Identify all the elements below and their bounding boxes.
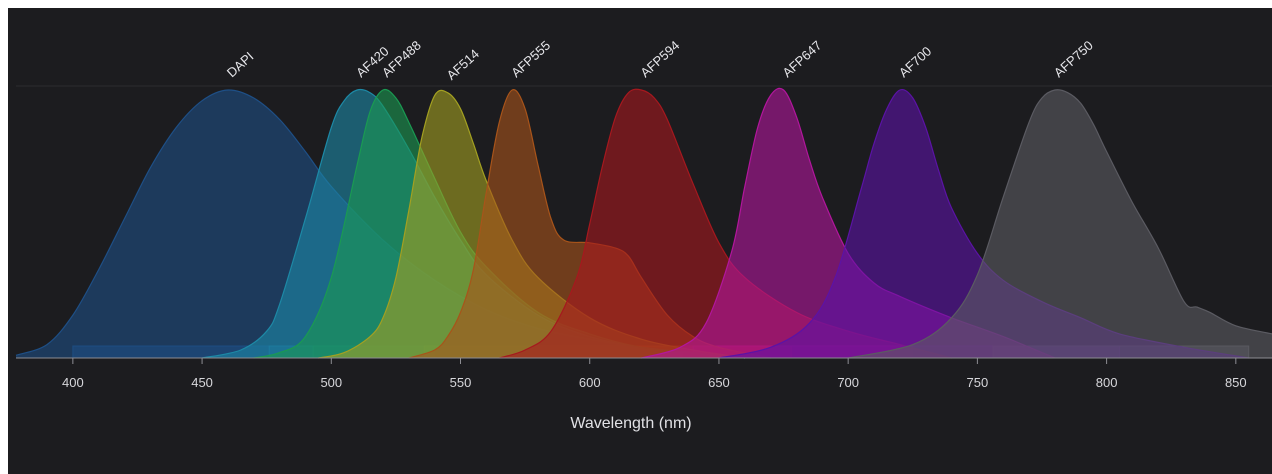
peak-label-af700: AF700	[896, 43, 935, 80]
spectrum-area-af700	[718, 89, 1249, 358]
spectrum-area-afp488	[253, 89, 745, 358]
spectrum-area-afp647	[641, 88, 1055, 358]
peak-label-dapi: DAPI	[224, 49, 257, 80]
x-tick-label-750: 750	[967, 375, 989, 390]
peak-label-afp555: AFP555	[508, 38, 553, 81]
spectrum-area-af514	[318, 90, 745, 359]
peak-label-af514: AF514	[444, 46, 483, 83]
peak-label-afp750: AFP750	[1051, 38, 1096, 81]
x-tick-label-800: 800	[1096, 375, 1118, 390]
x-tick-label-500: 500	[320, 375, 342, 390]
x-tick-label-850: 850	[1225, 375, 1247, 390]
x-tick-label-600: 600	[579, 375, 601, 390]
spectrum-area-layer	[15, 87, 1272, 359]
x-axis-title: Wavelength (nm)	[570, 415, 691, 432]
peak-label-afp647: AFP647	[780, 38, 825, 81]
spectrum-area-afp555	[408, 89, 771, 359]
spectrum-area-dapi	[16, 89, 745, 359]
x-tick-label-700: 700	[837, 375, 859, 390]
spectrum-area-afp594	[499, 89, 952, 359]
x-tick-label-450: 450	[191, 375, 213, 390]
x-axis: 400 450 500 550 600 650 700 750 800 850	[16, 357, 1272, 390]
spectrum-line-afp750	[848, 89, 1272, 359]
peak-label-afp594: AFP594	[637, 38, 682, 81]
chart-panel: 400 450 500 550 600 650 700 750 800 850 DAPI AF420…	[8, 8, 1272, 474]
spectrum-area-afp750	[848, 89, 1272, 359]
x-tick-label-550: 550	[450, 375, 472, 390]
spectra-chart: 400 450 500 550 600 650 700 750 800 850 DAPI AF420…	[15, 38, 1272, 432]
x-tick-label-650: 650	[708, 375, 730, 390]
x-tick-label-400: 400	[62, 375, 84, 390]
